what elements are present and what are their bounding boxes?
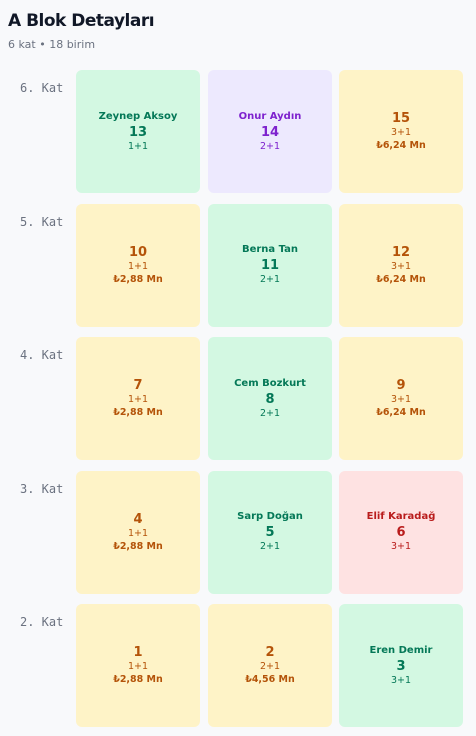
unit-price: ₺6,24 Mn: [376, 140, 426, 151]
unit-price: ₺2,88 Mn: [113, 540, 163, 552]
unit-type: 1+1: [127, 260, 149, 272]
unit-card[interactable]: 12 3+1 ₺6,24 Mn: [339, 203, 463, 327]
unit-card[interactable]: 4 1+1 ₺2,88 Mn: [76, 470, 200, 594]
unit-card[interactable]: 9 3+1 ₺6,24 Mn: [339, 337, 463, 460]
owner-name: Zeynep Aksoy: [98, 110, 178, 122]
unit-type: 3+1: [390, 541, 412, 552]
unit-card[interactable]: Cem Bozkurt 8 2+1: [208, 337, 332, 460]
unit-type: 1+1: [127, 394, 149, 405]
unit-number: 14: [260, 124, 280, 140]
title: A Blok Detayları: [8, 11, 155, 31]
unit-card[interactable]: 7 1+1 ₺2,88 Mn: [76, 337, 200, 460]
unit-card[interactable]: 1 1+1 ₺2,88 Mn: [76, 604, 200, 727]
floor-row: 6. Kat Zeynep Aksoy 13 1+1 Onur Aydın 14 2+1 15…: [0, 70, 476, 194]
unit-card[interactable]: Onur Aydın 14 2+1: [208, 70, 332, 193]
unit-type: 1+1: [127, 661, 149, 672]
unit-number: 13: [128, 124, 148, 140]
unit-number: 12: [391, 244, 411, 260]
unit-card[interactable]: Eren Demir 3 3+1: [339, 604, 463, 727]
unit-price: ₺2,88 Mn: [113, 273, 163, 285]
owner-name: Eren Demir: [369, 644, 433, 656]
floor-label: 2. Kat: [20, 615, 64, 629]
owner-name: Onur Aydın: [238, 110, 302, 122]
floor-label: 6. Kat: [20, 81, 64, 95]
unit-type: 3+1: [390, 127, 412, 138]
unit-type: 1+1: [127, 140, 149, 152]
floor-label: 4. Kat: [20, 348, 64, 362]
unit-number: 11: [260, 258, 280, 273]
unit-number: 9: [396, 378, 406, 393]
subtitle: 6 kat • 18 birim: [8, 38, 96, 51]
owner-name: Cem Bozkurt: [234, 377, 306, 389]
unit-price: ₺2,88 Mn: [113, 674, 163, 685]
floor-label: 3. Kat: [20, 481, 64, 496]
unit-number: 6: [396, 525, 406, 540]
floor-row: 5. Kat 10 1+1 ₺2,88 Mn Berna Tan 11 2+1 12 3+1 ₺6…: [0, 203, 476, 328]
owner-name: Sarp Doğan: [237, 511, 303, 522]
unit-card[interactable]: 10 1+1 ₺2,88 Mn: [76, 203, 200, 327]
unit-number: 8: [265, 391, 275, 407]
unit-number: 2: [265, 645, 275, 660]
unit-card[interactable]: 15 3+1 ₺6,24 Mn: [339, 70, 463, 193]
unit-type: 2+1: [259, 661, 281, 672]
unit-price: ₺6,24 Mn: [376, 273, 426, 285]
unit-type: 3+1: [390, 394, 412, 405]
floor-row: 4. Kat 7 1+1 ₺2,88 Mn Cem Bozkurt 8 2+1 9 3+1 ₺6,…: [0, 337, 476, 461]
unit-type: 3+1: [390, 674, 412, 686]
owner-name: Berna Tan: [241, 244, 299, 255]
owner-name: Elif Karadağ: [366, 511, 436, 522]
unit-type: 2+1: [259, 140, 281, 152]
unit-number: 15: [391, 111, 411, 126]
unit-number: 10: [128, 244, 148, 260]
floor-label: 5. Kat: [20, 214, 64, 229]
unit-card[interactable]: 2 2+1 ₺4,56 Mn: [208, 604, 332, 727]
unit-price: ₺2,88 Mn: [113, 407, 163, 418]
unit-number: 3: [396, 658, 406, 674]
unit-number: 5: [265, 525, 275, 540]
unit-number: 1: [133, 645, 143, 660]
floor-row: 3. Kat 4 1+1 ₺2,88 Mn Sarp Doğan 5 2+1 Elif Kar…: [0, 470, 476, 595]
unit-type: 2+1: [259, 541, 281, 552]
unit-type: 1+1: [127, 527, 149, 539]
unit-number: 7: [133, 378, 143, 393]
unit-card[interactable]: Elif Karadağ 6 3+1: [339, 470, 463, 594]
unit-price: ₺6,24 Mn: [376, 407, 426, 418]
unit-card[interactable]: Zeynep Aksoy 13 1+1: [76, 70, 200, 193]
unit-type: 2+1: [259, 274, 281, 285]
unit-card[interactable]: Berna Tan 11 2+1: [208, 203, 332, 327]
unit-number: 4: [133, 511, 143, 527]
unit-type: 3+1: [390, 260, 412, 272]
unit-price: ₺4,56 Mn: [245, 674, 295, 685]
unit-card[interactable]: Sarp Doğan 5 2+1: [208, 470, 332, 594]
unit-type: 2+1: [259, 407, 281, 419]
floor-row: 2. Kat 1 1+1 ₺2,88 Mn 2 2+1 ₺4,56 Mn Eren Demir…: [0, 604, 476, 728]
